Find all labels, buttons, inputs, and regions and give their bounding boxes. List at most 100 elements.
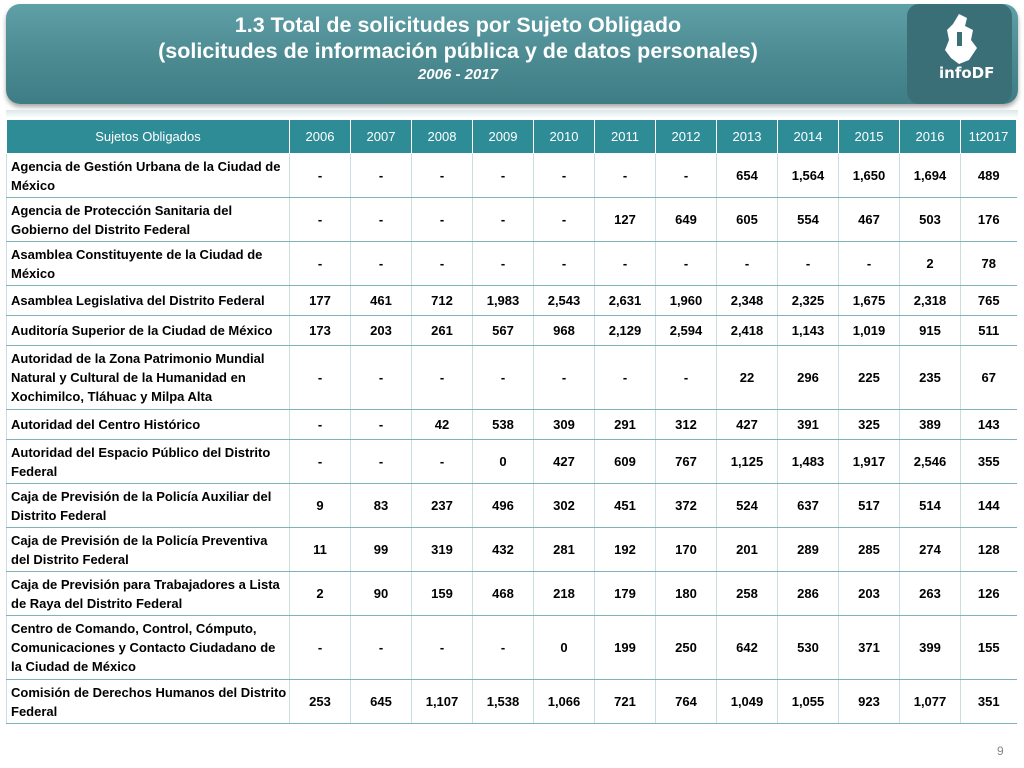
value-cell: - bbox=[289, 615, 351, 680]
title-banner bbox=[6, 4, 1018, 104]
value-cell: 2,318 bbox=[899, 285, 961, 316]
value-cell: 427 bbox=[533, 439, 595, 484]
value-cell: 605 bbox=[716, 197, 778, 242]
value-cell: 2,543 bbox=[533, 285, 595, 316]
value-cell: 372 bbox=[655, 483, 717, 528]
value-cell: 126 bbox=[960, 571, 1017, 616]
value-cell: 923 bbox=[838, 679, 900, 724]
value-cell: - bbox=[472, 345, 534, 410]
value-cell: 1,049 bbox=[716, 679, 778, 724]
entity-name-cell: Autoridad del Centro Histórico bbox=[6, 409, 290, 440]
value-cell: - bbox=[472, 153, 534, 198]
value-cell: 274 bbox=[899, 527, 961, 572]
value-cell: 1,143 bbox=[777, 315, 839, 346]
value-cell: 2,546 bbox=[899, 439, 961, 484]
value-cell: 159 bbox=[411, 571, 473, 616]
value-cell: 225 bbox=[838, 345, 900, 410]
entity-name-cell: Autoridad del Espacio Público del Distri… bbox=[6, 439, 290, 484]
entity-name-cell: Auditoría Superior de la Ciudad de Méxic… bbox=[6, 315, 290, 346]
value-cell: 218 bbox=[533, 571, 595, 616]
value-cell: - bbox=[411, 241, 473, 286]
column-header-year: 2006 bbox=[289, 119, 351, 154]
value-cell: 432 bbox=[472, 527, 534, 572]
value-cell: 203 bbox=[838, 571, 900, 616]
value-cell: - bbox=[594, 153, 656, 198]
value-cell: 511 bbox=[960, 315, 1017, 346]
entity-name-cell: Asamblea Constituyente de la Ciudad de M… bbox=[6, 241, 290, 286]
value-cell: 654 bbox=[716, 153, 778, 198]
table-row: Asamblea Legislativa del Distrito Federa… bbox=[6, 285, 1017, 316]
value-cell: 261 bbox=[411, 315, 473, 346]
value-cell: 503 bbox=[899, 197, 961, 242]
value-cell: - bbox=[838, 241, 900, 286]
table-row: Agencia de Gestión Urbana de la Ciudad d… bbox=[6, 153, 1017, 198]
value-cell: 451 bbox=[594, 483, 656, 528]
value-cell: - bbox=[472, 197, 534, 242]
value-cell: 1,675 bbox=[838, 285, 900, 316]
table-row: Autoridad del Centro Histórico - -42 538 309… bbox=[6, 409, 1017, 440]
value-cell: 235 bbox=[899, 345, 961, 410]
period-label: 2006 - 2017 bbox=[417, 66, 499, 83]
value-cell: - bbox=[350, 409, 412, 440]
column-header-year: 2012 bbox=[655, 119, 717, 154]
value-cell: 1,077 bbox=[899, 679, 961, 724]
value-cell: 538 bbox=[472, 409, 534, 440]
value-cell: - bbox=[411, 615, 473, 680]
value-cell: 2,325 bbox=[777, 285, 839, 316]
value-cell: 1,983 bbox=[472, 285, 534, 316]
table-row: Asamblea Constituyente de la Ciudad de M… bbox=[6, 241, 1017, 286]
value-cell: - bbox=[350, 439, 412, 484]
value-cell: - bbox=[472, 615, 534, 680]
value-cell: 2 bbox=[899, 241, 961, 286]
header-divider bbox=[6, 110, 1018, 118]
value-cell: - bbox=[411, 439, 473, 484]
value-cell: - bbox=[350, 345, 412, 410]
value-cell: 173 bbox=[289, 315, 351, 346]
value-cell: 9 bbox=[289, 483, 351, 528]
value-cell: 1,125 bbox=[716, 439, 778, 484]
value-cell: 2 bbox=[289, 571, 351, 616]
value-cell: - bbox=[411, 153, 473, 198]
value-cell: 180 bbox=[655, 571, 717, 616]
value-cell: 2,348 bbox=[716, 285, 778, 316]
value-cell: 99 bbox=[350, 527, 412, 572]
value-cell: - bbox=[472, 241, 534, 286]
value-cell: 309 bbox=[533, 409, 595, 440]
value-cell: 11 bbox=[289, 527, 351, 572]
column-header-year: 2014 bbox=[777, 119, 839, 154]
value-cell: - bbox=[533, 197, 595, 242]
page-title: 1.3 Total de solicitudes por Sujeto Obli… bbox=[234, 13, 682, 37]
value-cell: 2,594 bbox=[655, 315, 717, 346]
column-header-year: 2010 bbox=[533, 119, 595, 154]
column-header-year: 2008 bbox=[411, 119, 473, 154]
value-cell: - bbox=[594, 241, 656, 286]
value-cell: 289 bbox=[777, 527, 839, 572]
entity-name-cell: Caja de Previsión de la Policía Preventi… bbox=[6, 527, 290, 572]
value-cell: 351 bbox=[960, 679, 1017, 724]
value-cell: 192 bbox=[594, 527, 656, 572]
value-cell: 530 bbox=[777, 615, 839, 680]
value-cell: 1,650 bbox=[838, 153, 900, 198]
value-cell: 42 bbox=[411, 409, 473, 440]
value-cell: - bbox=[594, 345, 656, 410]
table-row: Caja de Previsión de la Policía Preventi… bbox=[6, 527, 1017, 572]
page-subtitle: (solicitudes de información pública y de… bbox=[158, 39, 758, 63]
value-cell: 319 bbox=[411, 527, 473, 572]
table-row: Agencia de Protección Sanitaria del Gobi… bbox=[6, 197, 1017, 242]
table-row: Caja de Previsión para Trabajadores a Li… bbox=[6, 571, 1017, 616]
value-cell: 642 bbox=[716, 615, 778, 680]
value-cell: - bbox=[289, 409, 351, 440]
value-cell: 517 bbox=[838, 483, 900, 528]
value-cell: 312 bbox=[655, 409, 717, 440]
value-cell: - bbox=[350, 241, 412, 286]
entity-name-cell: Caja de Previsión para Trabajadores a Li… bbox=[6, 571, 290, 616]
logo-text: infoDF bbox=[939, 64, 995, 82]
value-cell: 391 bbox=[777, 409, 839, 440]
value-cell: 90 bbox=[350, 571, 412, 616]
value-cell: 263 bbox=[899, 571, 961, 616]
value-cell: 712 bbox=[411, 285, 473, 316]
title-block: 1.3 Total de solicitudes por Sujeto Obli… bbox=[6, 12, 910, 86]
entity-name-cell: Caja de Previsión de la Policía Auxiliar… bbox=[6, 483, 290, 528]
value-cell: 567 bbox=[472, 315, 534, 346]
value-cell: 1,107 bbox=[411, 679, 473, 724]
